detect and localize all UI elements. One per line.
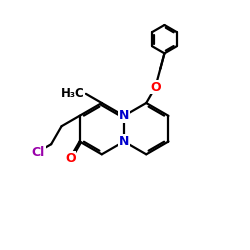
Text: H₃C: H₃C [61,87,85,100]
Text: O: O [151,80,162,94]
Text: Cl: Cl [32,146,45,159]
Text: N: N [119,109,129,122]
Text: N: N [119,135,129,148]
Text: O: O [65,152,76,165]
